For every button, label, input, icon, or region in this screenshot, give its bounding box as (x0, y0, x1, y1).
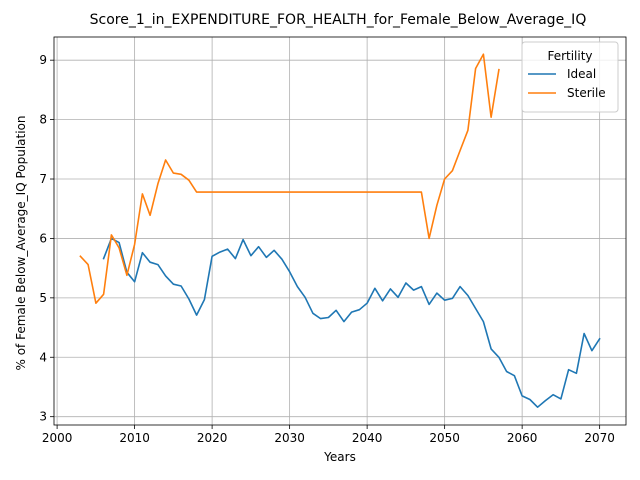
chart-title: Score_1_in_EXPENDITURE_FOR_HEALTH_for_Fe… (90, 12, 587, 28)
x-tick-label: 2040 (352, 431, 383, 445)
x-tick-label: 2030 (274, 431, 305, 445)
plot-frame (53, 36, 627, 426)
legend-frame (521, 41, 619, 113)
y-tick-label: 4 (39, 350, 47, 364)
y-tick-label: 5 (39, 291, 47, 305)
x-tick-label: 2010 (119, 431, 150, 445)
series-line-ideal (102, 237, 601, 409)
x-tick-label: 2060 (507, 431, 538, 445)
x-tick-label: 2020 (197, 431, 228, 445)
grid (54, 37, 626, 425)
legend-label-ideal: Ideal (567, 67, 596, 81)
x-tick-label: 2070 (584, 431, 615, 445)
x-axis-label: Years (323, 450, 356, 464)
x-tick-label: 2000 (42, 431, 73, 445)
y-tick-label: 3 (39, 410, 47, 424)
y-tick-label: 7 (39, 172, 47, 186)
y-axis-label: % of Female Below_Average_IQ Population (14, 115, 28, 370)
y-tick-label: 8 (39, 113, 47, 127)
y-tick-label: 9 (39, 53, 47, 67)
series-layer (79, 53, 601, 409)
legend-label-sterile: Sterile (567, 86, 606, 100)
axis-ticks: 2000 2010 2020 2030 2040 2050 2060 2070 3 4 5 6 7 8 9 (39, 53, 615, 445)
legend-title: Fertility (547, 49, 592, 63)
legend: Fertility Ideal Sterile (521, 41, 619, 113)
legend-items: Ideal Sterile (528, 67, 606, 100)
x-tick-label: 2050 (429, 431, 460, 445)
y-tick-label: 6 (39, 231, 47, 245)
